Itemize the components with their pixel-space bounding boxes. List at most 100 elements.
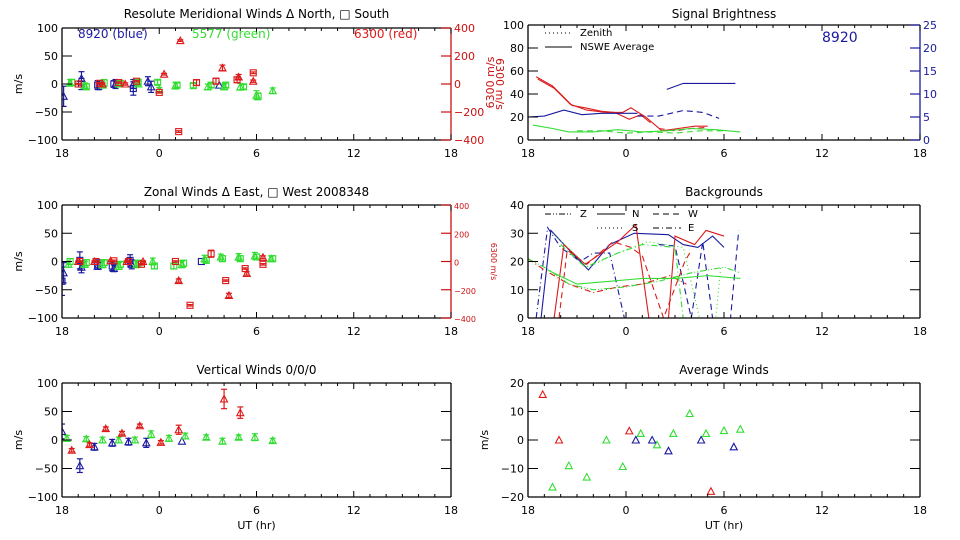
data-point-square: [110, 257, 118, 265]
y-tick-label: −10: [501, 463, 524, 476]
data-point-triangle: [735, 424, 745, 433]
data-point-triangle: [146, 429, 156, 438]
series-line-6300-zenith: [537, 78, 708, 132]
y-tick-label: 100: [37, 377, 58, 390]
vertical-winds-panel: Vertical Winds 0/0/0 18 0 6 12 18 UT (hr) −100 −…: [12, 363, 458, 532]
x-tick-label: 12: [815, 325, 829, 338]
y-tick-label: −50: [35, 106, 58, 119]
y-tick-label: 0: [517, 134, 524, 147]
legend-label: Zenith: [580, 28, 612, 39]
data-point-square: [92, 257, 100, 266]
x-tick-label: 0: [623, 147, 630, 160]
y2-tick-label: −400: [454, 315, 476, 324]
plot-area: [62, 35, 278, 136]
y2-tick-label: 25: [923, 19, 937, 32]
data-point-square: [202, 256, 210, 264]
data-point-square: [155, 88, 163, 96]
x-tick-label: 12: [347, 504, 361, 517]
y-tick-label: 0: [51, 256, 58, 269]
data-point-triangle: [258, 252, 268, 261]
y-axis-label: m/s: [12, 251, 25, 271]
series-line-6300-w: [558, 241, 692, 318]
y-tick-label: 100: [37, 199, 58, 212]
x-tick-label: 6: [253, 325, 260, 338]
data-point-square: [175, 128, 183, 136]
data-point-square: [173, 81, 181, 89]
y-tick-label: −100: [28, 491, 58, 504]
x-tick-label: 12: [347, 147, 361, 160]
y2-tick-label: 200: [454, 50, 475, 63]
data-point-square: [222, 277, 230, 285]
data-point-triangle: [248, 76, 258, 85]
data-point-triangle: [685, 408, 695, 418]
chart-title: Signal Brightness: [672, 7, 777, 21]
y-tick-label: 40: [510, 199, 524, 212]
y-tick-label: 60: [510, 65, 524, 78]
data-point-triangle: [62, 426, 67, 436]
series-line-8920-zenith: [666, 82, 736, 90]
x-tick-label: 18: [55, 325, 69, 338]
y2-tick-label: 0: [923, 134, 930, 147]
series-line-6300-n: [553, 223, 725, 318]
data-point-triangle: [631, 435, 641, 444]
data-point-square: [74, 80, 82, 88]
data-point-square: [76, 257, 84, 266]
x-tick-label: 12: [815, 504, 829, 517]
zonal-winds-panel: Zonal Winds Δ East, □ West 2008348 18 0 6 12…: [12, 185, 498, 338]
data-point-triangle: [235, 407, 245, 417]
x-tick-label: 18: [913, 325, 927, 338]
y-tick-label: 0: [517, 312, 524, 325]
data-point-triangle: [219, 394, 229, 403]
color-annotation-green: 5577 (green): [192, 27, 270, 41]
y-tick-label: 40: [510, 88, 524, 101]
legend-label: S: [632, 223, 638, 234]
series-line-6300-e: [528, 258, 687, 294]
x-axis-label: UT (hr): [705, 519, 743, 532]
data-point-triangle: [538, 389, 548, 398]
data-point-triangle: [664, 446, 673, 455]
y-tick-label: 0: [51, 78, 58, 91]
average-winds-panel: Average Winds 18 0 6 12 18 UT (hr) −20 −10 0 10 20 m…: [478, 363, 927, 532]
data-point-triangle: [98, 435, 107, 444]
x-tick-label: 18: [55, 147, 69, 160]
x-tick-label: 18: [55, 504, 69, 517]
data-point-triangle: [146, 82, 156, 91]
data-point-square: [222, 81, 230, 89]
data-point-square: [129, 84, 137, 93]
data-point-square: [82, 83, 90, 91]
chart-title: Zonal Winds Δ East, □ West 2008348: [144, 185, 369, 199]
x-tick-label: 18: [913, 504, 927, 517]
data-point-triangle: [81, 434, 91, 443]
data-point-triangle: [62, 268, 69, 277]
y-tick-label: 30: [510, 227, 524, 240]
y-tick-label: −20: [501, 491, 524, 504]
data-point-triangle: [224, 290, 234, 299]
data-point-triangle: [174, 425, 184, 434]
data-point-triangle: [218, 436, 227, 445]
data-point-square: [150, 262, 158, 270]
x-tick-label: 18: [444, 325, 458, 338]
data-point-triangle: [120, 79, 130, 88]
data-point-triangle: [174, 275, 184, 285]
y-tick-label: −50: [35, 463, 58, 476]
y-axis-label: m/s: [478, 430, 491, 450]
color-annotation-blue: 8920 (blue): [78, 27, 148, 41]
series-line-5577-e: [560, 243, 684, 318]
y2-tick-label: 400: [454, 202, 469, 211]
data-point-triangle: [696, 435, 706, 444]
y-tick-label: 0: [51, 434, 58, 447]
chart-title: Backgrounds: [685, 185, 763, 199]
color-annotation-red: 6300 (red): [354, 27, 417, 41]
series-line-8920-dashed: [637, 110, 720, 119]
data-point-square: [249, 69, 257, 77]
data-point-triangle: [582, 472, 592, 481]
chart-title: Resolute Meridional Winds Δ North, □ Sou…: [124, 7, 390, 21]
data-point-triangle: [62, 91, 69, 100]
data-point-triangle: [75, 460, 85, 470]
x-tick-label: 0: [623, 325, 630, 338]
data-point-square: [192, 79, 201, 87]
data-point-triangle: [601, 435, 611, 444]
data-point-square: [252, 253, 261, 261]
chart-title: Average Winds: [679, 363, 769, 377]
